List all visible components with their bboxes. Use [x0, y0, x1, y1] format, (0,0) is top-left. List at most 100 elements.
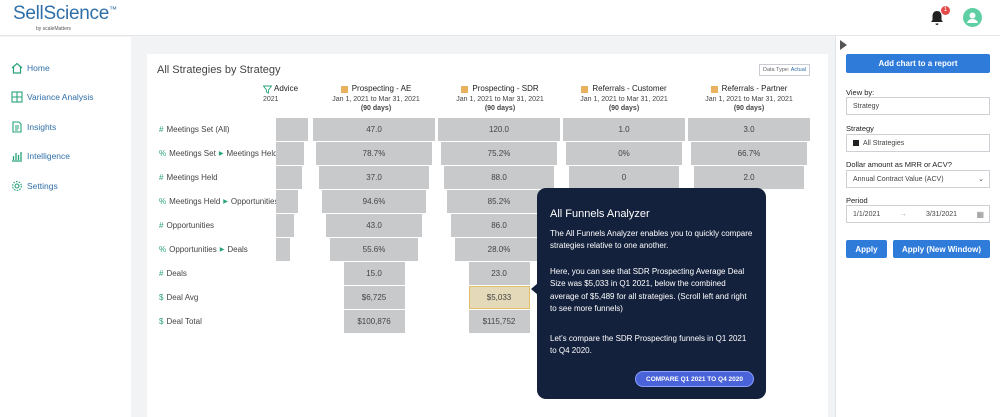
funnel-cell[interactable]: $100,876 — [343, 310, 405, 333]
nav-settings[interactable]: Settings — [11, 180, 58, 192]
options-panel: Add chart to a report View by: Strategy … — [835, 36, 1000, 417]
strategy-select[interactable]: All Strategies — [846, 134, 990, 152]
arrow-right-icon: ▶ — [223, 199, 228, 205]
funnel-cell[interactable]: 66.7% — [691, 142, 807, 165]
row-label: # Meetings Held — [159, 173, 218, 182]
percent-icon: % — [159, 149, 167, 158]
arrow-right-icon: → — [899, 210, 907, 218]
tooltip-paragraph: The All Funnels Analyzer enables you to … — [550, 229, 753, 251]
apply-button[interactable]: Apply — [846, 240, 887, 258]
row-label: # Opportunities — [159, 221, 215, 230]
funnel-cell[interactable]: 120.0 — [438, 118, 560, 141]
chart-title: All Strategies by Strategy — [157, 64, 281, 76]
period-end[interactable]: 3/31/2021 — [925, 210, 958, 218]
row-label: $ Deal Avg — [159, 293, 199, 302]
period-start[interactable]: 1/1/2021 — [853, 210, 881, 218]
advice-funnel-segment — [276, 142, 304, 165]
strategy-marker — [581, 85, 589, 93]
notification-badge: 1 — [941, 6, 950, 15]
funnel-cell[interactable]: 86.0 — [451, 214, 547, 237]
hash-icon: # — [159, 173, 164, 182]
funnel-cell[interactable]: 1.0 — [563, 118, 685, 141]
strategy-marker — [461, 85, 469, 93]
arrow-right-icon: ▶ — [218, 151, 224, 157]
advice-funnel-segment — [276, 214, 294, 237]
advice-funnel-segment — [276, 166, 302, 189]
nav-home-label: Home — [27, 63, 50, 73]
tooltip-paragraph: Let's compare the SDR Prospecting funnel… — [550, 334, 747, 356]
add-chart-button[interactable]: Add chart to a report — [846, 54, 990, 73]
percent-icon: % — [159, 197, 167, 206]
row-label: # Meetings Set (All) — [159, 125, 230, 134]
tooltip-paragraph: Here, you can see that SDR Prospecting A… — [550, 267, 747, 314]
dollar-icon: $ — [159, 293, 164, 302]
user-icon — [967, 12, 978, 23]
nav-insights-label: Insights — [27, 122, 57, 132]
funnel-cell[interactable]: $6,725 — [343, 286, 405, 309]
calendar-icon[interactable]: ▦ — [976, 209, 984, 219]
funnel-cell[interactable]: 88.0 — [444, 166, 554, 189]
bar-chart-icon — [12, 152, 22, 162]
collapse-arrow-icon[interactable] — [840, 40, 847, 50]
funnel-cell[interactable]: 55.6% — [330, 238, 418, 261]
funnel-cell[interactable]: 85.2% — [447, 190, 551, 213]
tooltip-title: All Funnels Analyzer — [550, 208, 650, 220]
nav-insights[interactable]: Insights — [11, 121, 56, 133]
period-range-input[interactable]: 1/1/2021 → 3/31/2021 ▦ — [846, 205, 990, 223]
funnel-cell[interactable]: $5,033 — [468, 286, 530, 309]
compare-button[interactable]: COMPARE Q1 2021 TO Q4 2020 — [635, 371, 754, 387]
logo[interactable]: SellScience™ — [13, 3, 117, 24]
nav-intelligence-label: Intelligence — [27, 151, 71, 161]
dollar-amount-select[interactable]: Annual Contract Value (ACV) ⌄ — [846, 170, 990, 188]
nav-intelligence[interactable]: Intelligence — [11, 150, 70, 162]
funnel-cell[interactable]: 28.0% — [455, 238, 543, 261]
bell-icon[interactable] — [930, 10, 944, 26]
funnel-cell[interactable]: 75.2% — [441, 142, 557, 165]
grid-icon — [11, 91, 23, 103]
funnel-cell[interactable]: 3.0 — [688, 118, 810, 141]
view-by-label: View by: — [846, 88, 875, 97]
document-icon — [12, 121, 22, 133]
row-label: % Meetings Held ▶ Opportunities — [159, 197, 279, 206]
sidebar: Home Variance Analysis Insights Intellig… — [0, 37, 131, 417]
funnel-cell[interactable]: 2.0 — [694, 166, 804, 189]
funnel-cell[interactable]: 43.0 — [326, 214, 422, 237]
advice-year: 2021 — [263, 95, 279, 103]
hash-icon: # — [159, 221, 164, 230]
strategy-marker — [710, 85, 718, 93]
column-header: Prospecting - AE Jan 1, 2021 to Mar 31, … — [332, 84, 420, 113]
row-label: % Opportunities ▶ Deals — [159, 245, 248, 254]
advice-funnel-segment — [276, 238, 290, 261]
funnel-cell[interactable]: 78.7% — [316, 142, 432, 165]
apply-new-window-button[interactable]: Apply (New Window) — [893, 240, 990, 258]
avatar[interactable] — [963, 8, 982, 27]
funnel-cell[interactable]: 0 — [569, 166, 679, 189]
funnel-cell[interactable]: 0% — [566, 142, 682, 165]
funnel-cell[interactable]: 23.0 — [468, 262, 530, 285]
period-label: Period — [846, 196, 868, 205]
percent-icon: % — [159, 245, 167, 254]
advice-funnel-segment — [276, 118, 308, 141]
row-label: % Meetings Set ▶ Meetings Held — [159, 149, 278, 158]
funnel-cell[interactable]: 15.0 — [343, 262, 405, 285]
gear-icon — [12, 181, 22, 191]
nav-variance-analysis[interactable]: Variance Analysis — [11, 91, 93, 103]
column-header: Referrals - Partner Jan 1, 2021 to Mar 3… — [705, 84, 793, 113]
data-type-toggle[interactable]: Data Type: Actual — [759, 64, 811, 76]
funnel-cell[interactable]: 47.0 — [313, 118, 435, 141]
view-by-select[interactable]: Strategy — [846, 97, 990, 115]
dollar-amount-label: Dollar amount as MRR or ACV? — [846, 160, 952, 169]
chevron-down-icon: ⌄ — [978, 176, 984, 183]
funnel-cell[interactable]: 94.6% — [322, 190, 426, 213]
row-label: $ Deal Total — [159, 317, 202, 326]
funnel-cell[interactable]: $115,752 — [468, 310, 530, 333]
column-header: Referrals - Customer Jan 1, 2021 to Mar … — [580, 84, 668, 113]
home-icon — [11, 62, 23, 74]
funnel-icon — [263, 85, 272, 94]
advice-funnel-segment — [276, 190, 298, 213]
funnel-cell[interactable]: 37.0 — [319, 166, 429, 189]
strategy-label: Strategy — [846, 124, 874, 133]
strategy-swatch — [853, 140, 859, 146]
nav-home[interactable]: Home — [11, 62, 50, 74]
row-label: # Deals — [159, 269, 187, 278]
